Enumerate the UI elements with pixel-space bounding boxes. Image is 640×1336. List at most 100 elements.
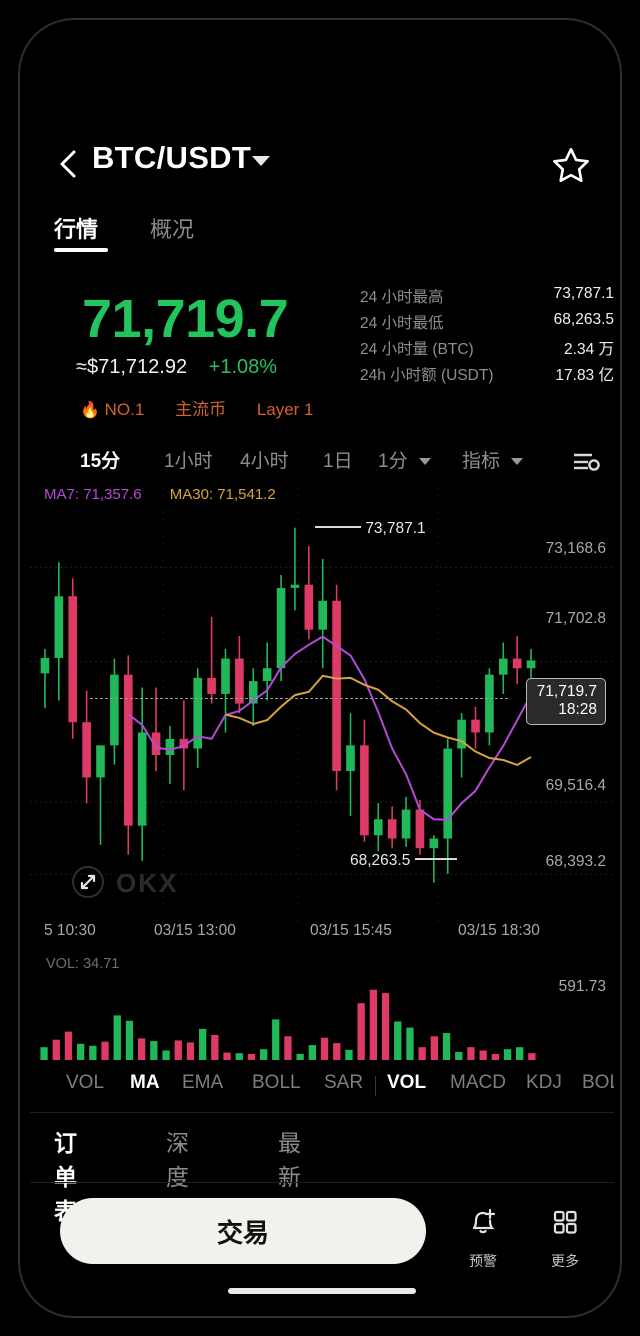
stat-label: 24 小时量 (BTC) xyxy=(360,341,474,358)
more-label: 更多 xyxy=(551,1253,579,1269)
tab-active-underline xyxy=(54,248,108,252)
stat-label: 24 小时最低 xyxy=(360,315,444,332)
chart-low-value: 68,263.5 xyxy=(350,852,411,869)
indicator-vol-sub[interactable]: VOL xyxy=(387,1072,427,1093)
timeframe-15m[interactable]: 15分 xyxy=(80,451,121,472)
phone-frame: BTC/USDT 行情 概况 71,719.7 ≈$71,712.92 +1.0… xyxy=(18,18,622,1318)
timeframe-4h[interactable]: 4小时 xyxy=(240,451,289,472)
stat-value: 73,787.1 xyxy=(553,285,614,302)
timeframe-bar: 15分 1小时 4小时 1日 1分 指标 xyxy=(30,438,614,484)
usd-price: ≈$71,712.92 xyxy=(76,356,188,378)
stat-value: 68,263.5 xyxy=(553,311,614,328)
alert-label: 预警 xyxy=(469,1253,497,1269)
last-price-tag: 71,719.7 18:28 xyxy=(525,678,606,725)
grid-icon xyxy=(553,1210,577,1234)
chart-high-marker: 73,787.1 xyxy=(315,520,426,538)
indicator-ema[interactable]: EMA xyxy=(182,1072,224,1093)
ma7-legend: MA7: 71,357.6 xyxy=(44,486,142,503)
indicators-menu[interactable]: 指标 xyxy=(462,446,524,473)
volume-label: VOL: 34.71 xyxy=(46,956,120,972)
indicator-sar[interactable]: SAR xyxy=(324,1072,364,1093)
last-price-line xyxy=(90,698,508,699)
ma30-legend: MA30: 71,541.2 xyxy=(169,486,276,503)
chevron-down-icon xyxy=(418,458,431,465)
app-screen: BTC/USDT 行情 概况 71,719.7 ≈$71,712.92 +1.0… xyxy=(30,30,614,1310)
ma7-value: 71,357.6 xyxy=(83,486,142,503)
chart-watermark: OKX xyxy=(70,862,250,904)
section-divider xyxy=(30,1112,614,1113)
candlestick-canvas xyxy=(30,482,614,922)
page-title[interactable]: BTC/USDT xyxy=(92,140,252,175)
y-axis-tick: 71,702.8 xyxy=(545,610,606,627)
okx-logo: OKX xyxy=(116,868,179,898)
tag-layer1[interactable]: Layer 1 xyxy=(256,400,314,419)
tag-no1-label: NO.1 xyxy=(104,400,145,419)
last-price-tag-time: 18:28 xyxy=(558,700,597,718)
timeframe-more-label: 1分 xyxy=(378,451,408,472)
stat-value: 2.34 万 xyxy=(564,341,614,358)
chart-settings-icon xyxy=(574,453,600,471)
top-tabs: 行情 概况 xyxy=(54,212,354,262)
tag-mainstream[interactable]: 主流币 xyxy=(175,400,227,419)
expand-button[interactable] xyxy=(70,864,106,905)
tag-no1[interactable]: 🔥 NO.1 xyxy=(80,400,149,419)
y-axis-tick: 68,393.2 xyxy=(545,853,606,870)
stat-value: 17.83 亿 xyxy=(555,367,614,384)
indicator-row: VOL MA EMA BOLL SAR VOL MACD KDJ BOLL xyxy=(30,1066,614,1108)
indicator-boll-sub[interactable]: BOLL xyxy=(582,1072,614,1093)
indicator-ma[interactable]: MA xyxy=(130,1072,160,1093)
volume-canvas xyxy=(40,989,536,1060)
app-header: BTC/USDT xyxy=(30,138,614,194)
x-axis-tick: 03/15 15:45 xyxy=(310,922,392,939)
x-axis-tick: 03/15 13:00 xyxy=(154,922,236,939)
tab-overview[interactable]: 概况 xyxy=(150,217,195,242)
indicators-menu-label: 指标 xyxy=(462,451,501,472)
indicator-macd[interactable]: MACD xyxy=(450,1072,506,1093)
expand-icon xyxy=(72,866,104,898)
chevron-down-icon xyxy=(511,458,524,465)
x-axis-tick: 03/15 18:30 xyxy=(458,922,540,939)
indicator-boll[interactable]: BOLL xyxy=(252,1072,301,1093)
ma30-name: MA30 xyxy=(169,486,209,503)
y-axis-tick: 69,516.4 xyxy=(545,777,606,794)
stat-row: 24 小时最高 73,787.1 xyxy=(360,285,614,311)
home-indicator xyxy=(228,1288,416,1294)
coin-tags: 🔥 NO.1 主流币 Layer 1 xyxy=(80,395,340,420)
indicator-separator xyxy=(375,1076,376,1096)
price-subline: ≈$71,712.92 +1.08% xyxy=(76,356,277,379)
candlestick-chart[interactable]: MA7: 71,357.6 MA30: 71,541.2 xyxy=(30,482,614,922)
bell-plus-icon xyxy=(472,1208,496,1234)
volume-max-label: 591.73 xyxy=(558,978,606,995)
stat-row: 24 小时量 (BTC) 2.34 万 xyxy=(360,337,614,363)
volume-chart[interactable]: VOL: 34.71 591.73 xyxy=(30,952,614,1066)
flame-icon: 🔥 xyxy=(80,402,100,419)
ma30-value: 71,541.2 xyxy=(217,486,276,503)
chart-high-value: 73,787.1 xyxy=(365,520,426,537)
favorite-button[interactable] xyxy=(550,144,592,191)
section-divider xyxy=(30,1182,614,1183)
last-price: 71,719.7 xyxy=(82,289,289,349)
ma-legend: MA7: 71,357.6 MA30: 71,541.2 xyxy=(44,486,276,503)
timeframe-1d[interactable]: 1日 xyxy=(323,451,353,472)
timeframe-1h[interactable]: 1小时 xyxy=(164,451,213,472)
x-axis-tick: 5 10:30 xyxy=(44,922,96,939)
market-stats: 24 小时最高 73,787.1 24 小时最低 68,263.5 24 小时量… xyxy=(360,285,614,389)
stat-label: 24 小时最高 xyxy=(360,289,444,306)
x-axis: 5 10:30 03/15 13:00 03/15 15:45 03/15 18… xyxy=(30,922,614,948)
chart-settings-button[interactable] xyxy=(568,447,602,480)
caret-down-icon[interactable] xyxy=(252,156,270,166)
timeframe-more[interactable]: 1分 xyxy=(378,446,431,473)
ma7-name: MA7 xyxy=(44,486,75,503)
action-bar: 交易 预警 更多 xyxy=(30,1188,614,1284)
stat-row: 24 小时最低 68,263.5 xyxy=(360,311,614,337)
chart-low-marker: 68,263.5 xyxy=(350,852,457,870)
indicator-vol-main[interactable]: VOL xyxy=(66,1072,105,1093)
more-button[interactable]: 更多 xyxy=(522,1202,608,1271)
trade-button[interactable]: 交易 xyxy=(60,1198,426,1264)
alert-button[interactable]: 预警 xyxy=(440,1202,526,1271)
back-button[interactable] xyxy=(54,144,82,184)
indicator-kdj[interactable]: KDJ xyxy=(526,1072,562,1093)
stat-row: 24h 小时额 (USDT) 17.83 亿 xyxy=(360,363,614,389)
tab-market[interactable]: 行情 xyxy=(54,217,99,242)
last-price-tag-price: 71,719.7 xyxy=(536,683,597,700)
